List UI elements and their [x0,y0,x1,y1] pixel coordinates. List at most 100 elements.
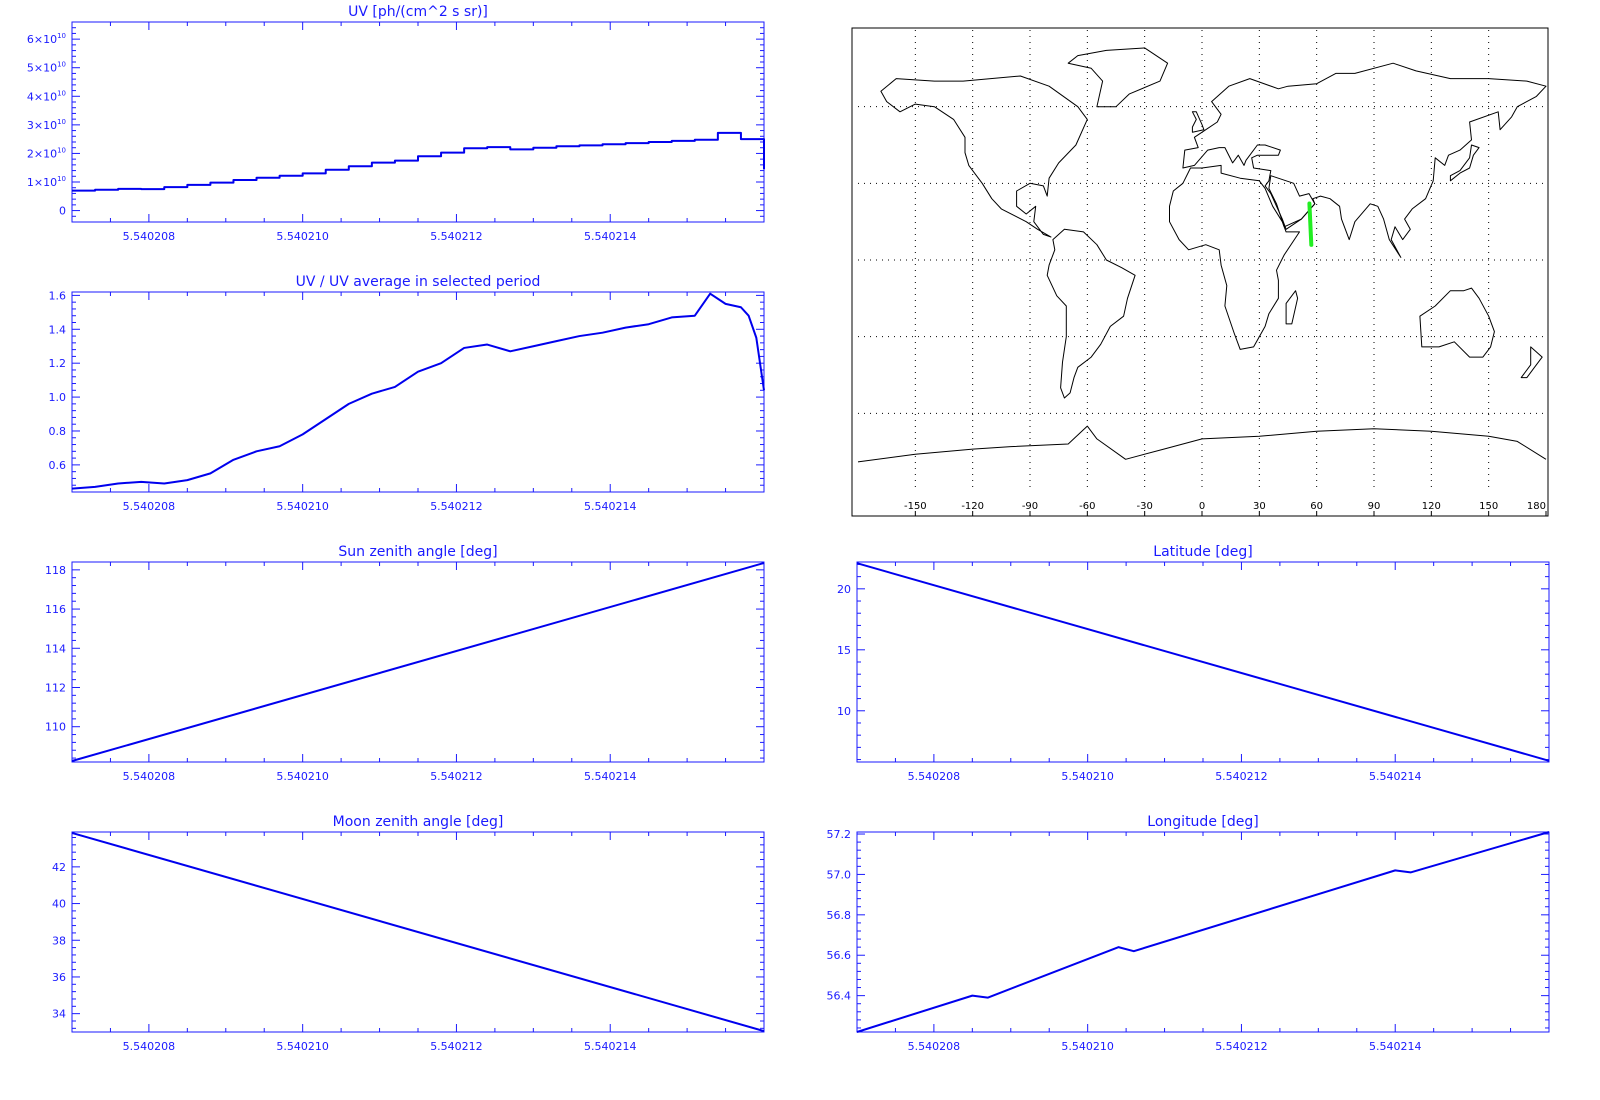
chart-panel-ratio: UV / UV average in selected period 5.5402… [49,274,765,513]
y-tick-label: 56.6 [827,949,852,962]
y-tick-mantissa: 0 [59,205,66,218]
x-tick-label: 5.540212 [430,1040,483,1053]
map-lon-label: 180 [1527,501,1546,512]
x-tick-label: 5.540214 [584,770,637,783]
coastline-britain [1191,111,1205,133]
y-tick-label: 114 [45,642,66,655]
y-tick-label: 38 [52,934,66,947]
x-tick-label: 5.540214 [1369,770,1422,783]
y-tick-exponent: 10 [57,175,66,183]
y-tick-label: 42 [52,861,66,874]
y-tick-label: 36 [52,971,66,984]
y-tick-label: 20 [837,583,851,596]
coastline-greenland [1067,47,1169,108]
map-lon-label: 150 [1479,501,1498,512]
chart-title: UV / UV average in selected period [296,274,541,290]
y-tick-label: 57.2 [827,828,852,841]
y-tick-label: 1.0 [49,391,67,404]
y-tick-label: 110 [45,721,66,734]
map-lon-label: -120 [961,501,984,512]
series-line-uv [72,131,765,192]
y-tick-label: 56.8 [827,909,852,922]
y-tick-exponent: 10 [57,61,66,69]
x-tick-label: 5.540208 [123,770,176,783]
y-tick-exponent: 10 [57,146,66,154]
map-lon-label: 60 [1310,501,1323,512]
chart-panel-lon: Longitude [deg] 5.540208 5.540210 5.540212 5… [827,814,1550,1053]
y-tick-label: 15 [837,644,851,657]
plot-frame [71,21,765,223]
coastline-japan [1449,144,1480,182]
y-tick-label: 10 [837,705,851,718]
coastline-arabia [1268,175,1316,228]
y-tick-exponent: 10 [57,89,66,97]
chart-panel-lat: Latitude [deg] 5.540208 5.540210 5.540212 5.… [837,544,1550,783]
x-tick-label: 5.540212 [430,230,483,243]
y-tick-exponent: 10 [57,32,66,40]
y-tick-label: 40 [52,898,66,911]
y-tick-mantissa: 4×10 [27,90,57,103]
satellite-ground-track [1307,201,1314,247]
map-lon-label: -60 [1079,501,1095,512]
y-tick-label: 5×1010 [27,61,66,75]
y-tick-label: 2×1010 [27,146,66,160]
y-tick-label: 1.2 [49,357,67,370]
y-tick-label: 4×1010 [27,89,66,103]
x-tick-label: 5.540212 [1215,1040,1268,1053]
y-tick-mantissa: 2×10 [27,147,57,160]
coastline-south-america [1046,228,1136,399]
y-tick-exponent: 10 [57,118,66,126]
series-line-mza [71,831,765,1033]
plot-frame [71,291,765,493]
x-tick-label: 5.540208 [123,230,176,243]
x-tick-label: 5.540208 [908,1040,961,1053]
x-tick-label: 5.540214 [584,1040,637,1053]
coastline-eurasia [1182,62,1547,258]
world-map-panel: -150 -120 -90 -60 -30 0 30 60 90 120 150 180 [851,27,1549,517]
y-tick-label: 3×1010 [27,118,66,132]
series-line-ratio [71,292,765,490]
coastline-new-zealand [1520,346,1543,379]
map-lon-label: -150 [904,501,927,512]
map-lon-label: 30 [1253,501,1266,512]
map-lon-label: 90 [1368,501,1381,512]
x-tick-label: 5.540210 [276,1040,329,1053]
chart-title: UV [ph/(cm^2 s sr)] [348,4,488,20]
map-frame [851,27,1549,517]
x-tick-label: 5.540210 [1061,1040,1114,1053]
x-tick-label: 5.540210 [276,500,329,513]
coastline-north-america [880,75,1088,238]
y-tick-label: 0.8 [49,425,67,438]
chart-panel-uv: UV [ph/(cm^2 s sr)] 5.540208 5.540210 5.540… [27,4,765,243]
x-tick-label: 5.540208 [123,500,176,513]
map-lon-label: -30 [1136,501,1152,512]
y-tick-label: 0.6 [49,459,67,472]
x-tick-label: 5.540214 [1369,1040,1422,1053]
x-tick-label: 5.540208 [123,1040,176,1053]
chart-title: Longitude [deg] [1147,814,1258,830]
map-lon-label: 0 [1199,501,1205,512]
chart-panel-mza: Moon zenith angle [deg] 5.540208 5.540210 5… [52,814,765,1053]
coastline-antarctica [857,425,1547,463]
y-tick-label: 1×1010 [27,175,66,189]
chart-title: Sun zenith angle [deg] [338,544,497,560]
y-tick-label: 116 [45,603,66,616]
x-tick-label: 5.540214 [584,230,637,243]
series-line-sza [71,562,765,762]
y-tick-label: 56.4 [827,990,852,1003]
chart-panel-sza: Sun zenith angle [deg] 5.540208 5.540210 5.… [45,544,765,783]
y-tick-label: 1.6 [49,289,67,302]
x-tick-label: 5.540210 [276,230,329,243]
map-lon-label: -90 [1022,501,1038,512]
y-tick-label: 57.0 [827,868,852,881]
charts-layer: UV [ph/(cm^2 s sr)] 5.540208 5.540210 5.540… [27,4,1550,1053]
y-tick-label: 118 [45,564,66,577]
x-tick-label: 5.540212 [430,770,483,783]
coastline-africa [1169,164,1300,350]
map-lon-label: 120 [1422,501,1441,512]
chart-title: Moon zenith angle [deg] [333,814,504,830]
y-tick-mantissa: 5×10 [27,62,57,75]
series-line-lon [856,831,1550,1033]
x-tick-label: 5.540214 [584,500,637,513]
